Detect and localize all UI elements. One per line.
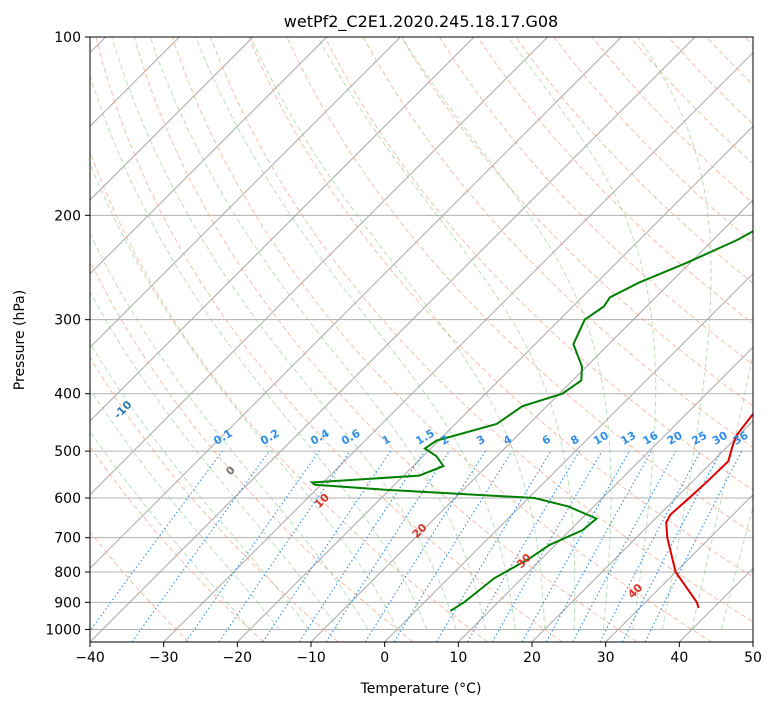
mixing-ratio-line: [185, 450, 320, 642]
x-tick-label: −40: [75, 650, 105, 666]
dry-adiabat-line: [90, 445, 264, 642]
mixing-ratio-line: [644, 450, 743, 642]
moist-adiabat-line: [90, 73, 428, 630]
dry-adiabat-line: [90, 150, 488, 642]
x-tick-label: −10: [296, 650, 326, 666]
chart-grid: [90, 37, 753, 642]
mixing-ratio-line: [218, 450, 351, 642]
y-tick-label: 500: [54, 444, 81, 460]
moist-adiabat-line: [720, 505, 753, 630]
dry-adiabat-line: [90, 531, 190, 642]
isotherm-line: [90, 37, 549, 496]
dewpoint-line: [309, 230, 753, 612]
mixing-ratio-line: [325, 450, 450, 642]
chart-title: wetPf2_C2E1.2020.245.18.17.G08: [284, 12, 558, 32]
dry-adiabat-line: [133, 37, 638, 642]
x-tick-label: 30: [597, 650, 615, 666]
y-tick-label: 800: [54, 565, 81, 581]
y-tick-label: 1000: [45, 622, 81, 638]
moist-adiabat-line: [90, 387, 280, 630]
mixing-ratio-line: [298, 450, 425, 642]
moist-adiabat-line: [195, 37, 516, 630]
moist-adiabat-line: [90, 162, 398, 630]
y-tick-label: 900: [54, 595, 81, 611]
moist-adiabat-line: [149, 37, 487, 630]
x-tick-label: 40: [670, 650, 688, 666]
temperature-line: [665, 412, 753, 609]
moist-adiabat-line: [401, 37, 612, 630]
isotherm-line: [605, 493, 753, 642]
isotherm-line: [384, 272, 753, 642]
isotherm-line: [90, 37, 254, 201]
y-tick-label: 700: [54, 531, 81, 547]
moist-adiabat-line: [90, 290, 339, 630]
x-tick-label: 50: [744, 650, 762, 666]
isotherm-line: [236, 125, 753, 642]
moist-adiabat-line: [317, 37, 576, 630]
dry-adiabat-line: [90, 356, 339, 642]
y-axis: 100 200 300 400 500 600 700 800 900 1000: [45, 30, 90, 638]
x-tick-label: 0: [380, 650, 389, 666]
moist-adiabat-line: [691, 351, 753, 630]
y-axis-label: Pressure (hPa): [12, 290, 28, 390]
dry-adiabat-line: [438, 37, 753, 366]
mixing-ratio-line: [572, 450, 677, 642]
isotherm-line: [90, 37, 696, 642]
mixing-ratio-line: [521, 450, 630, 642]
dry-adiabat-line: [324, 37, 753, 491]
isotherm-line: [531, 420, 753, 642]
moist-adiabat-line: [507, 37, 657, 630]
dry-adiabat-line: [171, 37, 712, 642]
moist-adiabat-line: [111, 37, 457, 630]
x-tick-label: 20: [523, 650, 541, 666]
isotherm-line: [90, 37, 328, 275]
chart-series: [309, 230, 753, 612]
y-tick-label: 200: [54, 208, 81, 224]
y-tick-label: 400: [54, 387, 81, 403]
y-tick-label: 100: [54, 30, 81, 46]
isotherm-line: [90, 37, 401, 349]
moist-adiabat-line: [90, 430, 251, 630]
dry-adiabat-line: [400, 37, 753, 407]
mixing-ratio-line: [131, 450, 270, 642]
dry-adiabat-line: [248, 37, 753, 578]
mixing-ratio-line: [262, 450, 392, 642]
x-tick-label: 10: [449, 650, 467, 666]
mixing-ratio-line: [545, 450, 653, 642]
y-tick-label: 600: [54, 491, 81, 507]
dry-adiabat-line: [515, 37, 753, 284]
isotherm-line: [163, 51, 753, 642]
moist-adiabat-line: [637, 37, 712, 630]
mixing-ratio-line: [90, 450, 223, 632]
y-tick-label: 300: [54, 313, 81, 329]
plot-frame: [89, 36, 754, 643]
moist-adiabat-line: [90, 232, 369, 630]
dry-adiabat-line: [210, 37, 753, 623]
x-tick-label: −30: [149, 650, 179, 666]
isotherm-line: [90, 37, 622, 570]
isotherm-line: [90, 37, 475, 422]
moist-adiabat-line: [90, 342, 310, 630]
x-axis: −40 −30 −20 −10 0 10 20 30 40 50: [75, 642, 762, 666]
dry-adiabat-line: [95, 37, 563, 642]
dry-adiabat-line: [90, 259, 414, 642]
x-axis-label: Temperature (°C): [360, 681, 482, 697]
moist-adiabat-line: [250, 37, 546, 630]
x-tick-label: −20: [223, 650, 253, 666]
